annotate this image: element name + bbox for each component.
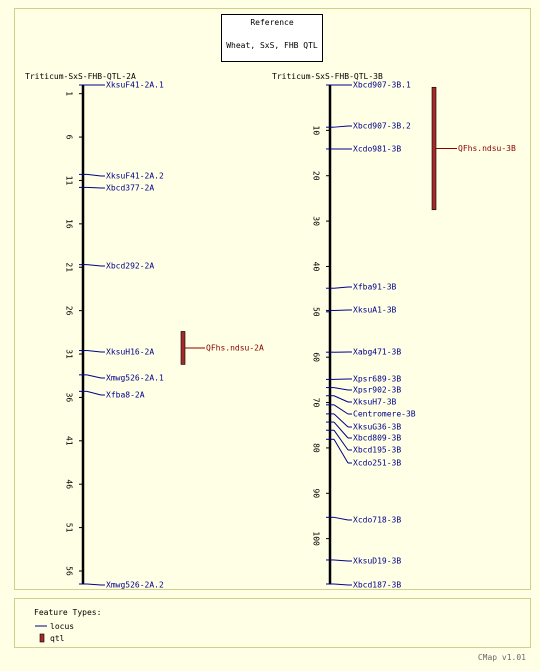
marker-connector [333,395,349,403]
tick-label: 41 [65,436,74,446]
tick-label: 46 [65,479,74,489]
marker-connector [86,390,102,396]
marker-connector [333,125,349,128]
marker-label: Xbcd195-3B [353,446,401,455]
tick-label: 36 [65,393,74,403]
tick-label: 21 [65,262,74,272]
tick-label: 20 [312,171,321,181]
marker-connector [333,429,349,451]
legend-qtl-label: qtl [50,634,65,643]
marker-label: Xbcd292-2A [106,262,154,271]
qtl-bar [180,331,186,365]
marker-label: Xbcd187-3B [353,581,401,590]
marker-connector [86,374,102,379]
legend-icons [35,625,47,643]
marker-label: Xpsr902-3B [353,386,401,395]
marker-label: XksuH7-3B [353,398,397,407]
marker-label: XksuF41-2A.1 [106,81,164,90]
tick-label: 1 [65,91,74,96]
marker-connector [333,286,349,289]
marker-label: XksuF41-2A.2 [106,172,164,181]
reference-subtitle: Wheat, SxS, FHB QTL [226,41,318,50]
tick-label: 10 [312,126,321,136]
tick-label: 31 [65,349,74,359]
map-title: Triticum-SxS-FHB-QTL-3B [272,72,383,81]
map-panel [14,8,531,590]
marker-connector [333,559,349,562]
legend-panel [14,598,531,648]
marker-connector [333,404,349,415]
qtl-label: QFhs.ndsu-2A [206,343,264,352]
marker-label: Xbcd907-3B.1 [353,81,411,90]
marker-connector [86,583,102,586]
marker-connector [333,413,349,428]
marker-label: Xcdo981-3B [353,145,401,154]
version-label: CMap v1.01 [477,653,526,662]
marker-label: XksuG36-3B [353,423,401,432]
marker-connector [86,350,102,353]
marker-connector [333,516,349,521]
map-title: Triticum-SxS-FHB-QTL-2A [25,72,136,81]
tick-label: 50 [312,307,321,317]
marker-label: Xfba8-2A [106,391,145,400]
legend-locus-label: locus [50,622,75,631]
marker-connector [333,439,349,464]
marker-label: Xbcd809-3B [353,434,401,443]
tick-label: 26 [65,306,74,316]
reference-title: Reference [250,18,294,27]
qtl-bar [431,86,437,211]
tick-label: 51 [65,523,74,533]
marker-label: XksuA1-3B [353,306,397,315]
tick-label: 60 [312,352,321,362]
reference-box: Reference Wheat, SxS, FHB QTL [221,14,323,62]
marker-connector [86,173,102,177]
marker-label: Xmwg526-2A.2 [106,581,164,590]
tick-label: 70 [312,398,321,408]
marker-connector [333,421,349,439]
tick-label: 90 [312,488,321,498]
marker-connector [333,583,349,586]
bar-icon [39,633,45,643]
marker-label: Xcdo251-3B [353,459,401,468]
marker-connector [86,186,102,189]
marker-label: Xmwg526-2A.1 [106,374,164,383]
marker-label: XksuD19-3B [353,557,401,566]
marker-label: Xbcd377-2A [106,184,154,193]
tick-label: 40 [312,262,321,272]
marker-label: Xcdo718-3B [353,516,401,525]
marker-label: Xabg471-3B [353,348,401,357]
tick-label: 6 [65,135,74,140]
qtl-label: QFhs.ndsu-3B [458,144,516,153]
tick-label: 56 [65,566,74,576]
comparative-map: Triticum-SxS-FHB-QTL-2A16111621263136414… [25,72,516,590]
tick-label: 30 [312,216,321,226]
tick-label: 16 [65,219,74,229]
marker-label: Xpsr689-3B [353,375,401,384]
tick-label: 11 [65,176,74,186]
marker-label: XksuH16-2A [106,348,154,357]
marker-connector [86,264,102,267]
marker-label: Xfba91-3B [353,283,397,292]
tick-label: 100 [312,531,321,546]
legend-title: Feature Types: [34,608,102,617]
marker-label: Centromere-3B [353,410,416,419]
marker-connector [333,387,349,391]
tick-label: 80 [312,443,321,453]
marker-label: Xbcd907-3B.2 [353,122,411,131]
